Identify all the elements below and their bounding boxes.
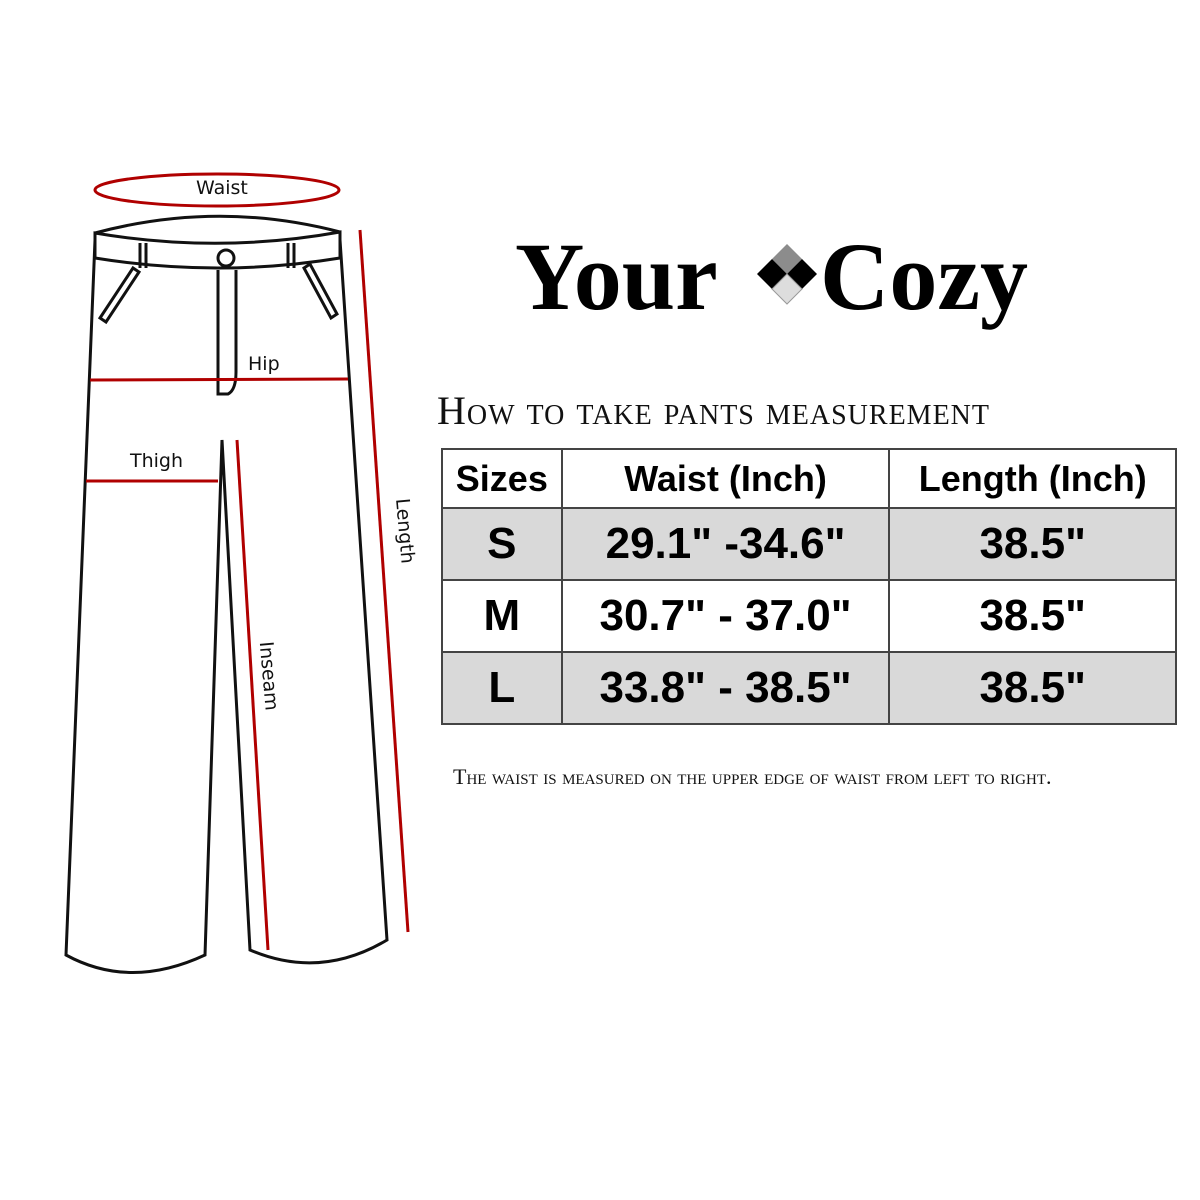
pants-diagram xyxy=(64,172,410,974)
length-cell: 38.5" xyxy=(888,507,1177,581)
waist-measure xyxy=(93,172,341,208)
length-measure xyxy=(358,229,410,933)
table-header-row: Sizes Waist (Inch) Length (Inch) xyxy=(441,448,1177,509)
logo-word-your: Your xyxy=(515,223,718,330)
table-row: M 30.7" - 37.0" 38.5" xyxy=(441,579,1177,653)
diamond-icon xyxy=(757,244,817,305)
waist-cell: 33.8" - 38.5" xyxy=(560,651,891,725)
pocket-right xyxy=(302,261,339,321)
size-cell: S xyxy=(441,507,563,581)
size-cell: L xyxy=(441,651,563,725)
waist-cell: 29.1" -34.6" xyxy=(560,507,891,581)
brand-logo: Your Cozy xyxy=(515,222,1075,332)
inseam-measure xyxy=(235,439,270,951)
waist-cell: 30.7" - 37.0" xyxy=(560,579,891,653)
header-length: Length (Inch) xyxy=(888,448,1177,509)
table-row: S 29.1" -34.6" 38.5" xyxy=(441,507,1177,581)
size-table: Sizes Waist (Inch) Length (Inch) S 29.1"… xyxy=(441,448,1177,725)
logo-word-cozy: Cozy xyxy=(820,223,1028,330)
table-row: L 33.8" - 38.5" 38.5" xyxy=(441,651,1177,725)
belt-loops xyxy=(138,243,296,268)
hip-label: Hip xyxy=(248,353,280,375)
pocket-left xyxy=(97,265,142,325)
pants-outline xyxy=(64,239,389,974)
fly xyxy=(216,270,238,396)
waistband-top xyxy=(94,214,341,235)
waistband xyxy=(93,230,342,270)
page-title: How to take pants measurement xyxy=(437,388,990,433)
thigh-label: Thigh xyxy=(130,450,184,472)
header-sizes: Sizes xyxy=(441,448,563,509)
button xyxy=(216,248,236,268)
hip-measure xyxy=(89,377,349,382)
waist-label: Waist xyxy=(196,177,248,199)
size-cell: M xyxy=(441,579,563,653)
measurement-note: The waist is measured on the upper edge … xyxy=(453,764,1052,789)
length-cell: 38.5" xyxy=(888,579,1177,653)
header-waist: Waist (Inch) xyxy=(560,448,891,509)
length-cell: 38.5" xyxy=(888,651,1177,725)
